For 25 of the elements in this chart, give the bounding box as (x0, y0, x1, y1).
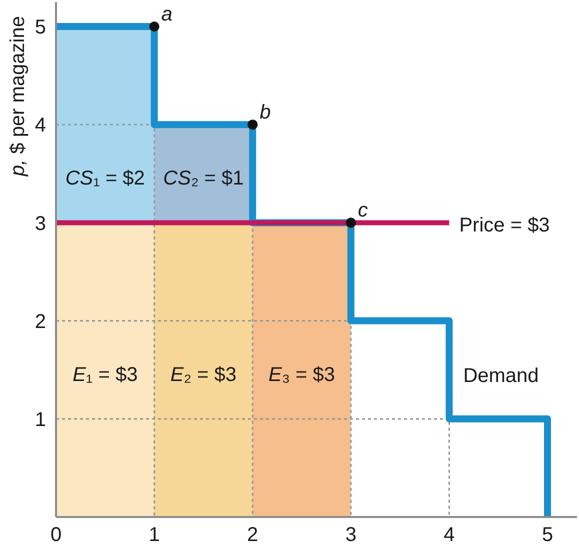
x-tick-label: 1 (148, 524, 160, 546)
point (149, 21, 160, 32)
x-tick-label: 4 (444, 524, 455, 546)
point (248, 120, 258, 130)
data-label: CS₂ = $1 (163, 168, 244, 190)
x-tick-label: 2 (247, 524, 258, 546)
point (346, 218, 356, 228)
data-label: CS₁ = $2 (65, 168, 145, 190)
y-tick-label: 1 (34, 409, 46, 432)
y-tick-label: 2 (34, 310, 46, 333)
annotation: a (161, 4, 172, 26)
annotation: c (358, 200, 368, 222)
data-label: E₂ = $3 (170, 364, 237, 386)
y-axis-title: p, $ per magazine (7, 16, 29, 178)
annotation: b (260, 102, 271, 124)
y-tick-label: 5 (34, 16, 46, 39)
data-label: E₁ = $3 (72, 364, 138, 386)
series-label: Price = $3 (459, 214, 550, 237)
y-tick-label: 3 (34, 212, 46, 235)
x-tick-label: 0 (50, 524, 62, 546)
y-tick-label: 4 (34, 114, 46, 137)
data-label: E₃ = $3 (268, 364, 336, 386)
x-tick-label: 5 (542, 524, 554, 546)
x-tick-label: 3 (345, 524, 356, 546)
series-label: Demand (463, 364, 539, 387)
